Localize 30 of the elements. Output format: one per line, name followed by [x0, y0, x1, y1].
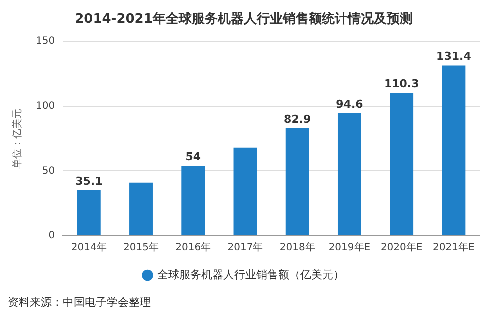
y-axis-title: 单位：亿美元: [12, 108, 24, 169]
y-tick-label: 0: [48, 230, 56, 242]
y-tick-label: 50: [42, 166, 56, 177]
bar: [130, 182, 153, 236]
bar: [182, 166, 206, 236]
data-label: 131.4: [436, 50, 472, 64]
bar: [390, 93, 414, 236]
x-tick-label: 2021年E: [433, 242, 475, 254]
x-tick-label: 2020年E: [380, 242, 423, 254]
x-tick-label: 2017年: [228, 242, 264, 254]
x-tick-label: 2016年: [176, 242, 212, 254]
data-label: 94.6: [336, 98, 364, 111]
data-label: 54: [186, 150, 202, 164]
text: 资料来源：中国电子学会整理: [8, 295, 152, 310]
x-tick-label: 2014年: [71, 242, 107, 254]
x-tick-label: 2015年: [124, 242, 159, 254]
data-label: 35.1: [76, 174, 103, 188]
legend-label: 全球服务机器人行业销售额（亿美元）: [157, 268, 344, 282]
bar: [77, 190, 101, 236]
x-tick-label: 2019年E: [328, 242, 371, 254]
data-label: 110.3: [384, 77, 420, 90]
y-tick-label: 150: [36, 36, 56, 48]
bar: [442, 66, 466, 236]
chart-title: 2014-2021年全球服务机器人行业销售额统计情况及预测: [75, 11, 413, 28]
data-label: 82.9: [284, 112, 312, 126]
bar: [234, 148, 258, 236]
bar: [338, 113, 362, 236]
x-tick-label: 2018年: [280, 242, 316, 254]
y-tick-label: 100: [36, 100, 56, 112]
bar: [286, 128, 310, 236]
